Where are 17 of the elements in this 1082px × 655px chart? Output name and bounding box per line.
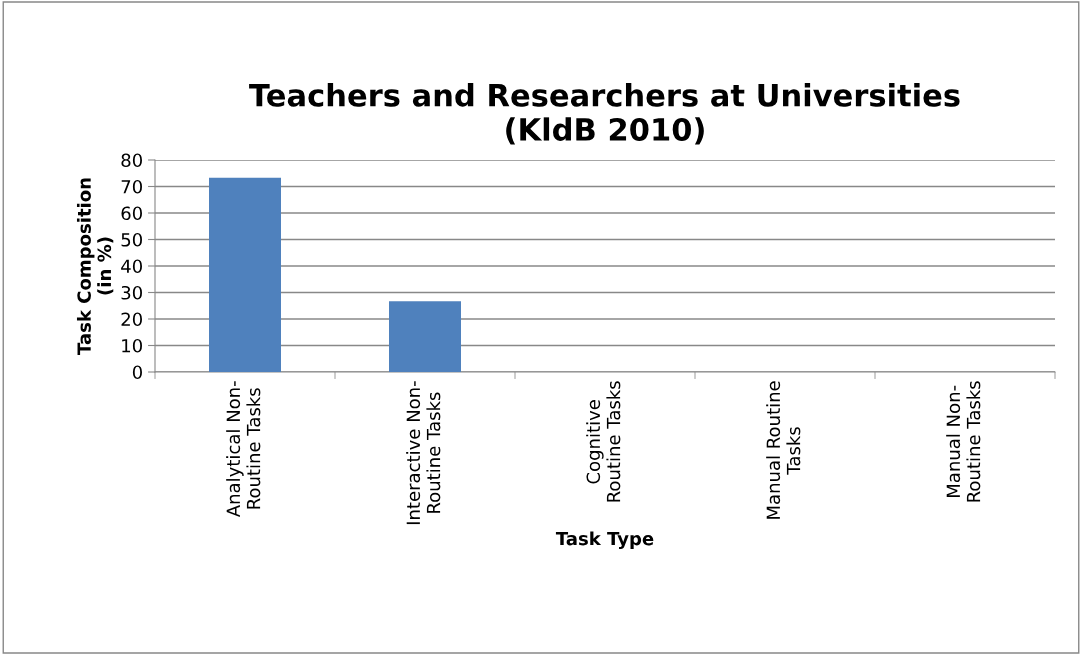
- y-tick-label: 30: [121, 285, 142, 300]
- y-tick-label: 60: [121, 206, 142, 221]
- y-tick-label: 20: [121, 312, 142, 327]
- x-tick-label: Cognitive Routine Tasks: [586, 381, 621, 502]
- x-tick-label: Manual Non-Routine Tasks: [946, 381, 981, 502]
- x-tick-label: Manual Routine Tasks: [766, 381, 801, 519]
- y-tick-label: 0: [132, 365, 142, 380]
- y-tick-label: 40: [121, 259, 142, 274]
- y-tick-label: 50: [121, 232, 142, 247]
- y-tick-label: 80: [121, 153, 142, 168]
- x-axis-title: Task Type: [555, 531, 654, 550]
- chart-title: Teachers and Researchers at Universities (KldB 2010): [249, 83, 960, 145]
- y-tick-label: 10: [122, 338, 142, 353]
- y-tick-label: 70: [121, 179, 142, 194]
- x-tick-label: Analytical Non-Routine Tasks: [226, 381, 261, 518]
- y-axis-title: Task Composition (in %): [76, 178, 114, 355]
- x-tick-label: Interactive Non-Routine Tasks: [406, 381, 441, 525]
